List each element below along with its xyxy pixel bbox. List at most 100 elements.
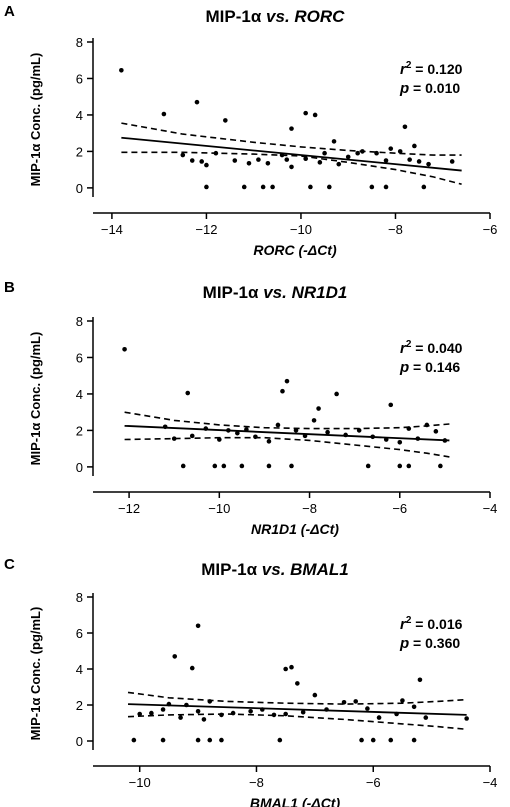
x-tick-label: −8	[249, 775, 264, 790]
data-point	[265, 160, 271, 166]
data-point	[449, 159, 455, 164]
data-point	[289, 164, 294, 170]
data-point	[280, 388, 285, 394]
data-point	[239, 463, 245, 469]
panel-letter: B	[4, 279, 15, 296]
x-tick-label: −12	[195, 222, 217, 237]
r-label: r	[400, 616, 407, 633]
data-point	[397, 463, 403, 469]
data-point	[149, 710, 154, 716]
data-point	[345, 154, 351, 160]
data-point	[119, 67, 124, 73]
data-point	[303, 110, 308, 116]
data-point	[161, 111, 167, 117]
p-value-stat: p = 0.146	[399, 359, 460, 376]
data-point	[388, 146, 394, 151]
chart-panel-c: C MIP-1α vs. BMAL1 0 2 4 6 8 −10 −8 −6 −4 BMAL1 (-Δ…	[4, 556, 497, 807]
data-point	[160, 707, 166, 712]
x-tick-label: −10	[290, 222, 312, 237]
regression-line	[121, 136, 462, 172]
data-point	[284, 157, 290, 162]
data-point	[365, 706, 370, 711]
data-point	[253, 434, 258, 440]
data-point	[279, 152, 285, 158]
data-point	[189, 665, 195, 671]
data-point	[246, 160, 252, 166]
data-point	[207, 737, 213, 743]
x-axis-label: NR1D1 (-ΔCt)	[251, 521, 339, 537]
p-value-stat: p = 0.360	[399, 635, 460, 652]
data-point	[325, 429, 330, 435]
p-label: p	[399, 635, 409, 652]
data-point	[160, 737, 166, 743]
x-tick-label: −12	[118, 501, 140, 516]
data-point	[300, 709, 306, 715]
y-tick-label: 2	[76, 698, 83, 713]
data-point	[400, 698, 405, 703]
y-tick-label: 6	[76, 350, 83, 365]
data-point	[370, 434, 376, 440]
chart-title: MIP-1α vs. BMAL1	[201, 560, 348, 579]
data-point	[260, 707, 265, 712]
data-point	[388, 737, 394, 743]
r-label: r	[400, 340, 407, 357]
data-point	[316, 406, 321, 411]
data-point	[226, 428, 231, 433]
y-tick-label: 4	[76, 108, 83, 123]
data-point	[180, 152, 186, 158]
r2-value: = 0.016	[411, 616, 462, 632]
data-point	[195, 737, 201, 743]
p-value: = 0.360	[409, 635, 460, 651]
data-point	[219, 712, 224, 718]
data-point	[207, 699, 213, 704]
data-point	[204, 184, 209, 190]
data-point	[295, 681, 300, 686]
x-tick-label: −4	[483, 501, 498, 516]
data-point	[406, 463, 412, 469]
data-point	[230, 710, 236, 716]
r-superscript: 2	[406, 60, 412, 71]
data-point	[407, 157, 412, 162]
data-point	[248, 709, 253, 714]
data-point	[322, 150, 327, 156]
data-point	[415, 436, 421, 441]
r2-value: = 0.040	[411, 340, 462, 356]
title-prefix: MIP-1α	[203, 283, 259, 302]
data-point	[324, 707, 329, 712]
data-point	[331, 139, 337, 144]
y-tick-label: 8	[76, 35, 83, 50]
data-point	[383, 184, 389, 190]
data-point	[201, 717, 207, 722]
data-point	[189, 158, 195, 163]
data-point	[194, 99, 200, 105]
data-point	[189, 433, 195, 439]
x-tick-label: −8	[388, 222, 403, 237]
data-point	[293, 428, 299, 433]
data-point	[417, 677, 423, 683]
data-point	[424, 422, 430, 428]
title-gene: BMAL1	[290, 560, 349, 579]
data-point	[388, 402, 394, 408]
data-point	[383, 158, 389, 163]
data-point	[411, 737, 417, 743]
data-point	[266, 439, 272, 444]
data-point	[327, 184, 332, 190]
data-point	[402, 124, 408, 130]
title-prefix: MIP-1α	[201, 560, 257, 579]
x-tick-label: −4	[483, 775, 498, 790]
data-point	[359, 737, 364, 743]
ci-upper-line	[124, 411, 450, 430]
data-point	[195, 623, 201, 629]
data-point	[172, 654, 178, 659]
x-label-gene: BMAL1	[250, 795, 298, 807]
data-point	[184, 702, 189, 708]
y-axis-label: MIP-1α Conc. (pg/mL)	[28, 332, 43, 466]
p-label: p	[399, 359, 409, 376]
y-tick-label: 2	[76, 423, 83, 438]
data-point	[283, 666, 288, 672]
data-point	[370, 737, 376, 743]
data-point	[464, 716, 469, 721]
title-prefix: MIP-1α	[206, 7, 262, 26]
x-label-gene: RORC	[253, 242, 295, 258]
